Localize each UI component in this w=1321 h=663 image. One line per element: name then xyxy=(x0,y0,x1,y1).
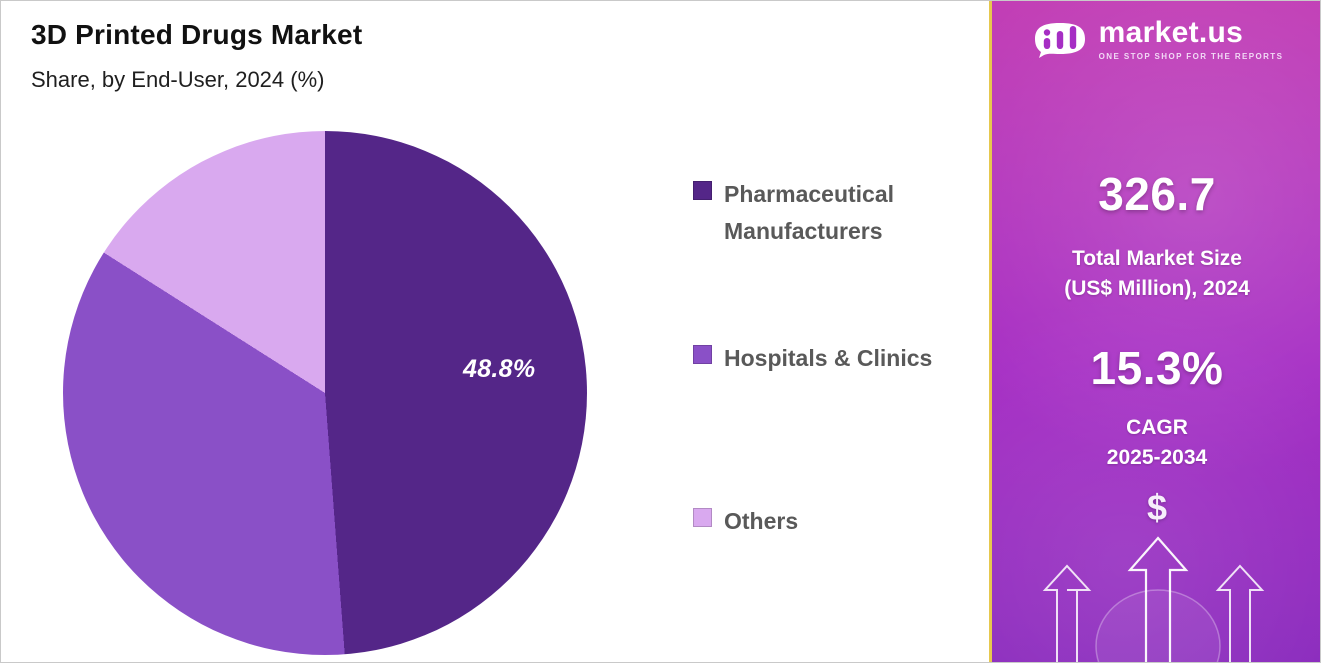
legend-item-pharmaceutical-manufacturers: Pharmaceutical Manufacturers xyxy=(693,176,959,250)
legend-swatch-icon xyxy=(693,508,712,527)
legend-label: Hospitals & Clinics xyxy=(724,345,933,371)
legend-item-others: Others xyxy=(693,503,959,540)
cagr-label-line1: CAGR xyxy=(1126,416,1188,439)
legend-swatch-icon xyxy=(693,181,712,200)
chart-legend: Pharmaceutical Manufacturers Hospitals &… xyxy=(693,1,973,662)
legend-label: Pharmaceutical Manufacturers xyxy=(724,181,895,244)
market-size-label: Total Market Size (US$ Million), 2024 xyxy=(992,244,1320,304)
brand-logo: market.us ONE STOP SHOP FOR THE REPORTS xyxy=(992,16,1320,62)
legend-item-hospitals-clinics: Hospitals & Clinics xyxy=(693,340,959,377)
pie-chart xyxy=(63,131,587,655)
market-size-label-line2: (US$ Million), 2024 xyxy=(1064,277,1250,300)
legend-label: Others xyxy=(724,508,799,534)
chart-area: 3D Printed Drugs Market Share, by End-Us… xyxy=(1,1,989,662)
cagr-value: 15.3% xyxy=(1090,342,1224,394)
dollar-sign-icon: $ xyxy=(1146,487,1168,528)
market-size-label-line1: Total Market Size xyxy=(1072,247,1242,270)
cagr-label: CAGR 2025-2034 xyxy=(992,413,1320,473)
brand-name: market.us xyxy=(1098,16,1244,49)
brand-tagline: ONE STOP SHOP FOR THE REPORTS xyxy=(1098,52,1284,61)
legend-swatch-icon xyxy=(693,345,712,364)
market-us-logo-icon xyxy=(1034,23,1085,58)
chart-subtitle: Share, by End-User, 2024 (%) xyxy=(31,67,325,92)
growth-arrows-icon xyxy=(1042,536,1265,662)
market-size-value: 326.7 xyxy=(1098,168,1216,220)
pie-slice-percentage-label: 48.8% xyxy=(463,355,536,383)
sidebar: market.us ONE STOP SHOP FOR THE REPORTS … xyxy=(989,1,1320,662)
brand-text-block: market.us ONE STOP SHOP FOR THE REPORTS xyxy=(1098,16,1284,62)
page-title: 3D Printed Drugs Market xyxy=(31,19,363,50)
cagr-label-line2: 2025-2034 xyxy=(1106,446,1208,469)
